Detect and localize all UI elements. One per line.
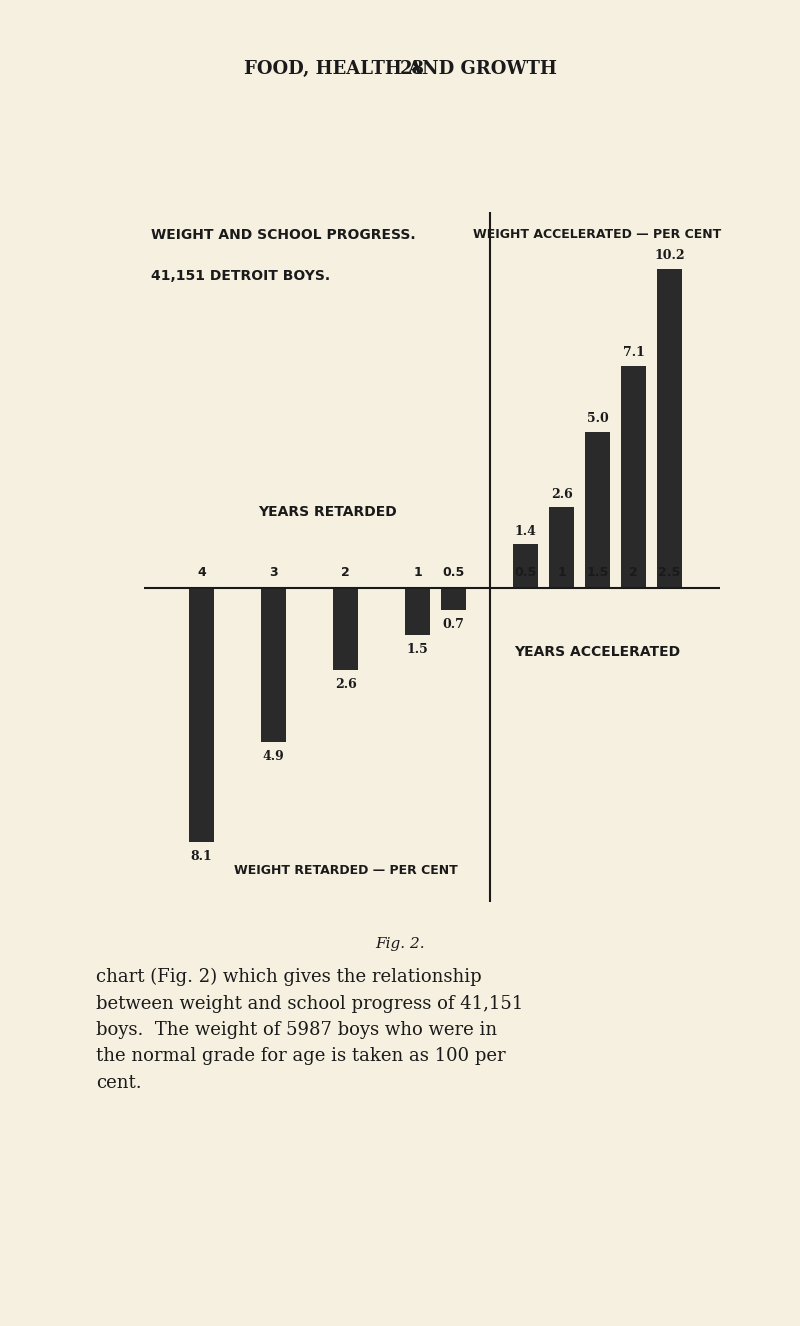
- Bar: [585, 431, 610, 589]
- Text: Fig. 2.: Fig. 2.: [375, 937, 425, 952]
- Bar: [657, 269, 682, 589]
- Text: 1.5: 1.5: [406, 643, 429, 656]
- Text: 7.1: 7.1: [622, 346, 645, 359]
- Text: 0.5: 0.5: [514, 566, 537, 579]
- Text: 2: 2: [630, 566, 638, 579]
- Text: chart (Fig. 2) which gives the relationship
between weight and school progress o: chart (Fig. 2) which gives the relations…: [96, 968, 523, 1091]
- Text: YEARS ACCELERATED: YEARS ACCELERATED: [514, 644, 681, 659]
- Text: YEARS RETARDED: YEARS RETARDED: [258, 505, 397, 520]
- Text: 0.7: 0.7: [442, 618, 465, 631]
- Bar: [441, 589, 466, 610]
- Text: FOOD, HEALTH AND GROWTH: FOOD, HEALTH AND GROWTH: [243, 60, 557, 78]
- Text: 5.0: 5.0: [586, 412, 609, 426]
- Text: WEIGHT ACCELERATED — PER CENT: WEIGHT ACCELERATED — PER CENT: [474, 228, 722, 241]
- Text: WEIGHT RETARDED — PER CENT: WEIGHT RETARDED — PER CENT: [234, 863, 458, 876]
- Text: 2: 2: [342, 566, 350, 579]
- Text: 4: 4: [198, 566, 206, 579]
- Bar: [513, 545, 538, 589]
- Bar: [621, 366, 646, 589]
- Text: 8.1: 8.1: [190, 850, 213, 863]
- Text: 1: 1: [414, 566, 422, 579]
- Bar: [261, 589, 286, 741]
- Bar: [333, 589, 358, 670]
- Text: 28: 28: [400, 60, 425, 78]
- Text: WEIGHT AND SCHOOL PROGRESS.: WEIGHT AND SCHOOL PROGRESS.: [151, 228, 416, 241]
- Text: 4.9: 4.9: [262, 749, 285, 762]
- Text: 10.2: 10.2: [654, 249, 685, 263]
- Text: 1.4: 1.4: [514, 525, 537, 538]
- Text: 2.6: 2.6: [550, 488, 573, 500]
- Text: 41,151 DETROIT BOYS.: 41,151 DETROIT BOYS.: [151, 269, 330, 282]
- Bar: [405, 589, 430, 635]
- Text: 0.5: 0.5: [442, 566, 465, 579]
- Bar: [189, 589, 214, 842]
- Text: 2.5: 2.5: [658, 566, 681, 579]
- Text: 1.5: 1.5: [586, 566, 609, 579]
- Text: 2.6: 2.6: [334, 678, 357, 691]
- Bar: [549, 507, 574, 589]
- Text: 3: 3: [270, 566, 278, 579]
- Text: 1: 1: [558, 566, 566, 579]
